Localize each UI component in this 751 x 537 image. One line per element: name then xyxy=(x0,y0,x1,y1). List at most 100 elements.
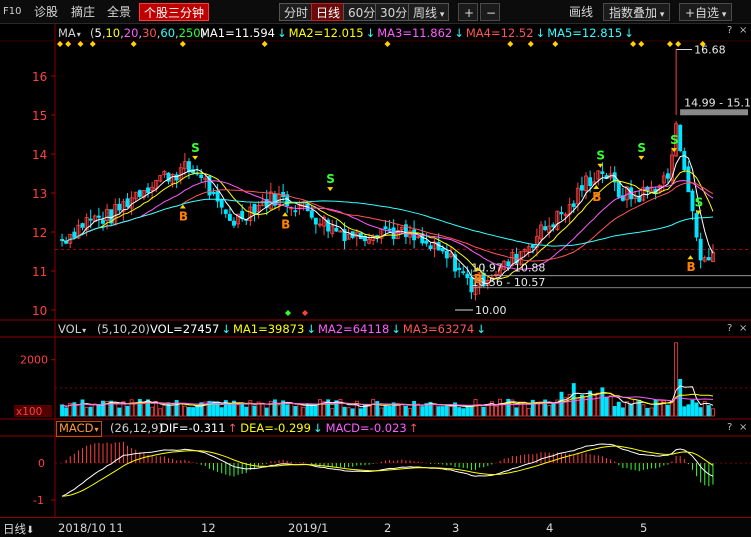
volume-bar xyxy=(117,407,122,417)
zhengu-button[interactable]: 诊股 xyxy=(34,5,59,19)
f10-button[interactable]: F10 xyxy=(3,6,22,17)
volume-bar xyxy=(412,401,417,417)
stock-chart[interactable]: 16 15 14 13 12 11 10 16.68 14.99 - 15.17 10.97 - … xyxy=(0,0,751,517)
candle-body xyxy=(498,266,503,276)
vol-close-button[interactable]: × xyxy=(739,323,748,334)
candle-body xyxy=(125,198,130,207)
candle-body xyxy=(313,217,318,225)
quanjing-button[interactable]: 全景 xyxy=(107,5,132,19)
ma-param: 30 xyxy=(142,26,157,40)
draw-line-button[interactable]: 画线 xyxy=(569,5,594,19)
candle-body xyxy=(620,195,625,201)
volume-bar xyxy=(395,403,400,417)
period-switch-button[interactable]: 日线⬇ xyxy=(3,522,35,536)
event-diamond-icon xyxy=(77,41,84,47)
candle-body xyxy=(399,227,404,230)
volume-bar xyxy=(387,405,392,417)
period-weekly-dropdown[interactable]: 周线 xyxy=(408,3,450,21)
volume-bar xyxy=(162,405,167,417)
volume-bar xyxy=(682,406,687,417)
vol-indicator-selector[interactable]: VOL xyxy=(58,321,86,339)
volume-bar xyxy=(694,402,699,417)
volume-bar xyxy=(674,342,679,417)
event-diamond-icon xyxy=(179,41,186,47)
macd-help-button[interactable]: ? xyxy=(727,422,733,433)
candle-body xyxy=(625,186,629,201)
volume-bar xyxy=(555,399,560,417)
candle-body xyxy=(150,186,155,191)
zoom-in-button[interactable]: + xyxy=(458,3,478,21)
index-overlay-dropdown[interactable]: 指数叠加 xyxy=(603,3,671,21)
candle-body xyxy=(461,271,466,274)
candle-body xyxy=(637,196,642,202)
candle-body xyxy=(428,245,433,250)
ma-indicator-selector[interactable]: MA xyxy=(58,25,81,43)
volume-bar xyxy=(530,399,535,417)
volume-bar xyxy=(702,401,707,417)
vol-unit-label: x100 xyxy=(16,406,42,418)
candle-body xyxy=(84,217,89,231)
down-arrow-icon: ↓ xyxy=(476,322,486,336)
time-label: 2 xyxy=(384,521,392,535)
macd-line xyxy=(61,443,714,497)
range-top-label: 14.99 - 15.17 xyxy=(684,96,751,109)
candle-body xyxy=(584,175,588,192)
vol-help-button[interactable]: ? xyxy=(727,323,733,334)
period-60min[interactable]: 60分 xyxy=(343,3,381,21)
volume-bar xyxy=(293,406,298,417)
volume-bar xyxy=(543,399,548,417)
volume-bar xyxy=(272,399,277,417)
macd-info-line: MACD (26,12,9) DIF=-0.311↑DEA=-0.299↓MAC… xyxy=(0,420,751,437)
volume-bar xyxy=(711,408,715,417)
price-range-band xyxy=(680,109,748,116)
volume-bar xyxy=(383,405,388,417)
volume-bar xyxy=(350,408,355,417)
volume-bar xyxy=(322,401,326,417)
period-fenshi[interactable]: 分时 xyxy=(279,3,314,21)
macd-value: DIF=-0.311 xyxy=(160,421,226,435)
volume-bar xyxy=(408,408,412,417)
volume-bar xyxy=(121,401,126,417)
volume-bar xyxy=(76,404,81,417)
candle-body xyxy=(105,208,110,222)
volume-bar xyxy=(199,402,204,417)
zoom-out-button[interactable]: − xyxy=(480,3,500,21)
volume-bar xyxy=(260,403,265,417)
candle-body xyxy=(444,250,449,259)
period-30min[interactable]: 30分 xyxy=(375,3,413,21)
candle-body xyxy=(96,215,101,218)
candle-body xyxy=(367,238,372,244)
candle-body xyxy=(449,253,453,258)
macd-indicator-selector[interactable]: MACD xyxy=(56,421,102,437)
event-diamond-icon xyxy=(285,310,291,316)
active-tab-button[interactable]: 个股三分钟 xyxy=(139,3,210,21)
volume-bar xyxy=(612,406,617,417)
down-arrow-icon: ↓ xyxy=(624,26,634,40)
main-help-button[interactable]: ? xyxy=(727,25,733,36)
candle-body xyxy=(260,200,265,207)
volume-bar xyxy=(358,408,363,417)
volume-bar xyxy=(428,401,433,417)
sell-signal: S xyxy=(637,141,646,155)
down-arrow-icon: ↓ xyxy=(535,26,546,40)
volume-bar xyxy=(158,408,163,417)
volume-bar xyxy=(92,403,97,417)
candle-body xyxy=(72,231,77,238)
candle-body xyxy=(416,236,421,239)
candle-body xyxy=(469,277,474,293)
arrow-icon: ↑ xyxy=(408,421,419,435)
volume-bar xyxy=(375,401,380,417)
zhaizhuang-button[interactable]: 摘庄 xyxy=(71,5,96,19)
volume-bar xyxy=(551,403,556,417)
event-diamond-icon xyxy=(65,41,72,47)
candle-body xyxy=(342,229,347,242)
down-arrow-icon: ↓ xyxy=(391,322,401,336)
volume-bar xyxy=(449,406,453,417)
sell-signal: S xyxy=(670,133,679,147)
time-label: 12 xyxy=(201,521,216,535)
main-close-button[interactable]: × xyxy=(739,25,748,36)
sell-marker-icon xyxy=(671,148,678,153)
macd-close-button[interactable]: × xyxy=(739,422,748,433)
price-tick-label: 16 xyxy=(32,70,47,84)
watchlist-dropdown[interactable]: +自选 xyxy=(679,3,733,21)
